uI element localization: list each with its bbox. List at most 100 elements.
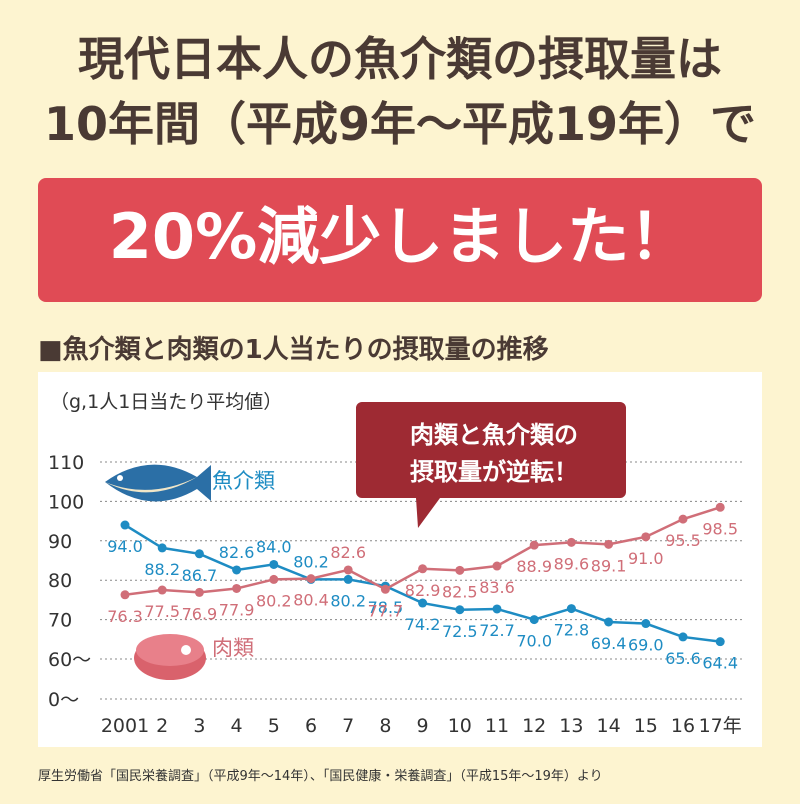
y-tick-label: 60〜 <box>48 649 91 671</box>
x-tick-label: 2001 <box>101 715 149 737</box>
data-point <box>566 604 576 614</box>
data-label: 82.6 <box>330 543 366 562</box>
title-line: 現代日本人の魚介類の摂取量は <box>78 32 722 86</box>
data-point <box>604 539 614 549</box>
data-point <box>492 561 502 571</box>
data-label: 77.7 <box>368 601 404 620</box>
data-label: 82.6 <box>219 543 255 562</box>
x-tick-label: 13 <box>559 715 583 737</box>
x-tick-label: 5 <box>268 715 280 737</box>
y-tick-label: 90 <box>48 531 72 553</box>
data-label: 78.5 <box>368 598 404 617</box>
fish-icon <box>105 464 211 502</box>
data-point <box>418 598 428 608</box>
data-point <box>306 574 316 584</box>
data-point <box>380 584 390 594</box>
data-label: 69.0 <box>628 636 664 655</box>
data-point <box>120 590 130 600</box>
source: 厚生労働省「国民栄養調査」（平成9年〜14年）、「国民健康・栄養調査」（平成15… <box>38 768 603 784</box>
data-point <box>641 532 651 542</box>
x-tick-label: 6 <box>305 715 317 737</box>
data-label: 84.0 <box>256 537 292 556</box>
data-label: 64.4 <box>702 654 738 673</box>
x-tick-label: 15 <box>634 715 658 737</box>
y-tick-label: 80 <box>48 570 72 592</box>
data-point <box>194 587 204 597</box>
data-label: 89.1 <box>591 556 627 575</box>
headline-banner <box>38 178 762 302</box>
y-tick-label: 70 <box>48 610 72 632</box>
data-point <box>492 604 502 614</box>
data-point <box>157 543 167 553</box>
data-point <box>604 617 614 627</box>
data-label: 77.5 <box>144 602 180 621</box>
data-label: 70.0 <box>516 632 552 651</box>
data-label: 80.2 <box>256 591 292 610</box>
data-point <box>678 514 688 524</box>
data-point <box>120 520 130 530</box>
data-point <box>232 583 242 593</box>
subtitle: ■魚介類と肉類の1人当たりの摂取量の推移 <box>38 334 549 365</box>
data-label: 80.2 <box>293 552 329 571</box>
data-label: 91.0 <box>628 549 664 568</box>
x-tick-label: 7 <box>342 715 354 737</box>
data-label: 88.9 <box>516 557 552 576</box>
data-label: 72.5 <box>442 622 478 641</box>
x-tick-label: 14 <box>597 715 621 737</box>
data-label: 76.3 <box>107 607 143 626</box>
data-point <box>566 537 576 547</box>
x-tick-label: 17年 <box>699 715 742 737</box>
x-tick-label: 10 <box>448 715 472 737</box>
data-point <box>529 615 539 625</box>
data-label: 89.6 <box>554 554 590 573</box>
data-point <box>678 632 688 642</box>
data-label: 86.7 <box>182 566 218 585</box>
data-label: 72.7 <box>479 621 515 640</box>
callout-text: 肉類と魚介類の <box>410 421 578 449</box>
data-label: 69.4 <box>591 634 627 653</box>
data-label: 80.2 <box>330 591 366 610</box>
data-label: 88.2 <box>144 560 180 579</box>
data-point <box>529 540 539 550</box>
x-tick-label: 12 <box>522 715 546 737</box>
data-label: 80.4 <box>293 591 329 610</box>
data-point <box>157 585 167 595</box>
callout-text: 摂取量が逆転！ <box>410 458 578 486</box>
data-label: 82.9 <box>405 581 441 600</box>
legend-label: 肉類 <box>212 636 254 660</box>
data-point <box>418 564 428 574</box>
data-label: 82.5 <box>442 582 478 601</box>
data-label: 83.6 <box>479 578 515 597</box>
y-unit: （g,1人1日当たり平均値） <box>50 391 282 413</box>
data-label: 98.5 <box>702 519 738 538</box>
data-label: 65.6 <box>665 649 701 668</box>
y-tick-label: 110 <box>48 452 84 474</box>
data-label: 95.5 <box>665 531 701 550</box>
data-point <box>715 502 725 512</box>
data-point <box>269 559 279 569</box>
y-tick-label: 100 <box>48 491 84 513</box>
x-tick-label: 4 <box>231 715 243 737</box>
title-line: 10年間（平成9年〜平成19年）で <box>44 97 756 151</box>
data-point <box>641 619 651 629</box>
x-tick-label: 8 <box>379 715 391 737</box>
data-label: 72.8 <box>554 621 590 640</box>
data-point <box>343 565 353 575</box>
data-label: 77.9 <box>219 600 255 619</box>
data-label: 76.9 <box>182 604 218 623</box>
callout-box <box>356 402 626 528</box>
meat-icon <box>134 634 206 680</box>
data-point <box>455 605 465 615</box>
x-tick-label: 9 <box>417 715 429 737</box>
x-tick-label: 3 <box>193 715 205 737</box>
data-point <box>455 565 465 575</box>
data-label: 94.0 <box>107 537 143 556</box>
headline: 20%減少しました！ <box>109 200 691 273</box>
x-tick-label: 16 <box>671 715 695 737</box>
data-point <box>269 574 279 584</box>
x-tick-label: 2 <box>156 715 168 737</box>
data-point <box>343 574 353 584</box>
data-point <box>232 565 242 575</box>
